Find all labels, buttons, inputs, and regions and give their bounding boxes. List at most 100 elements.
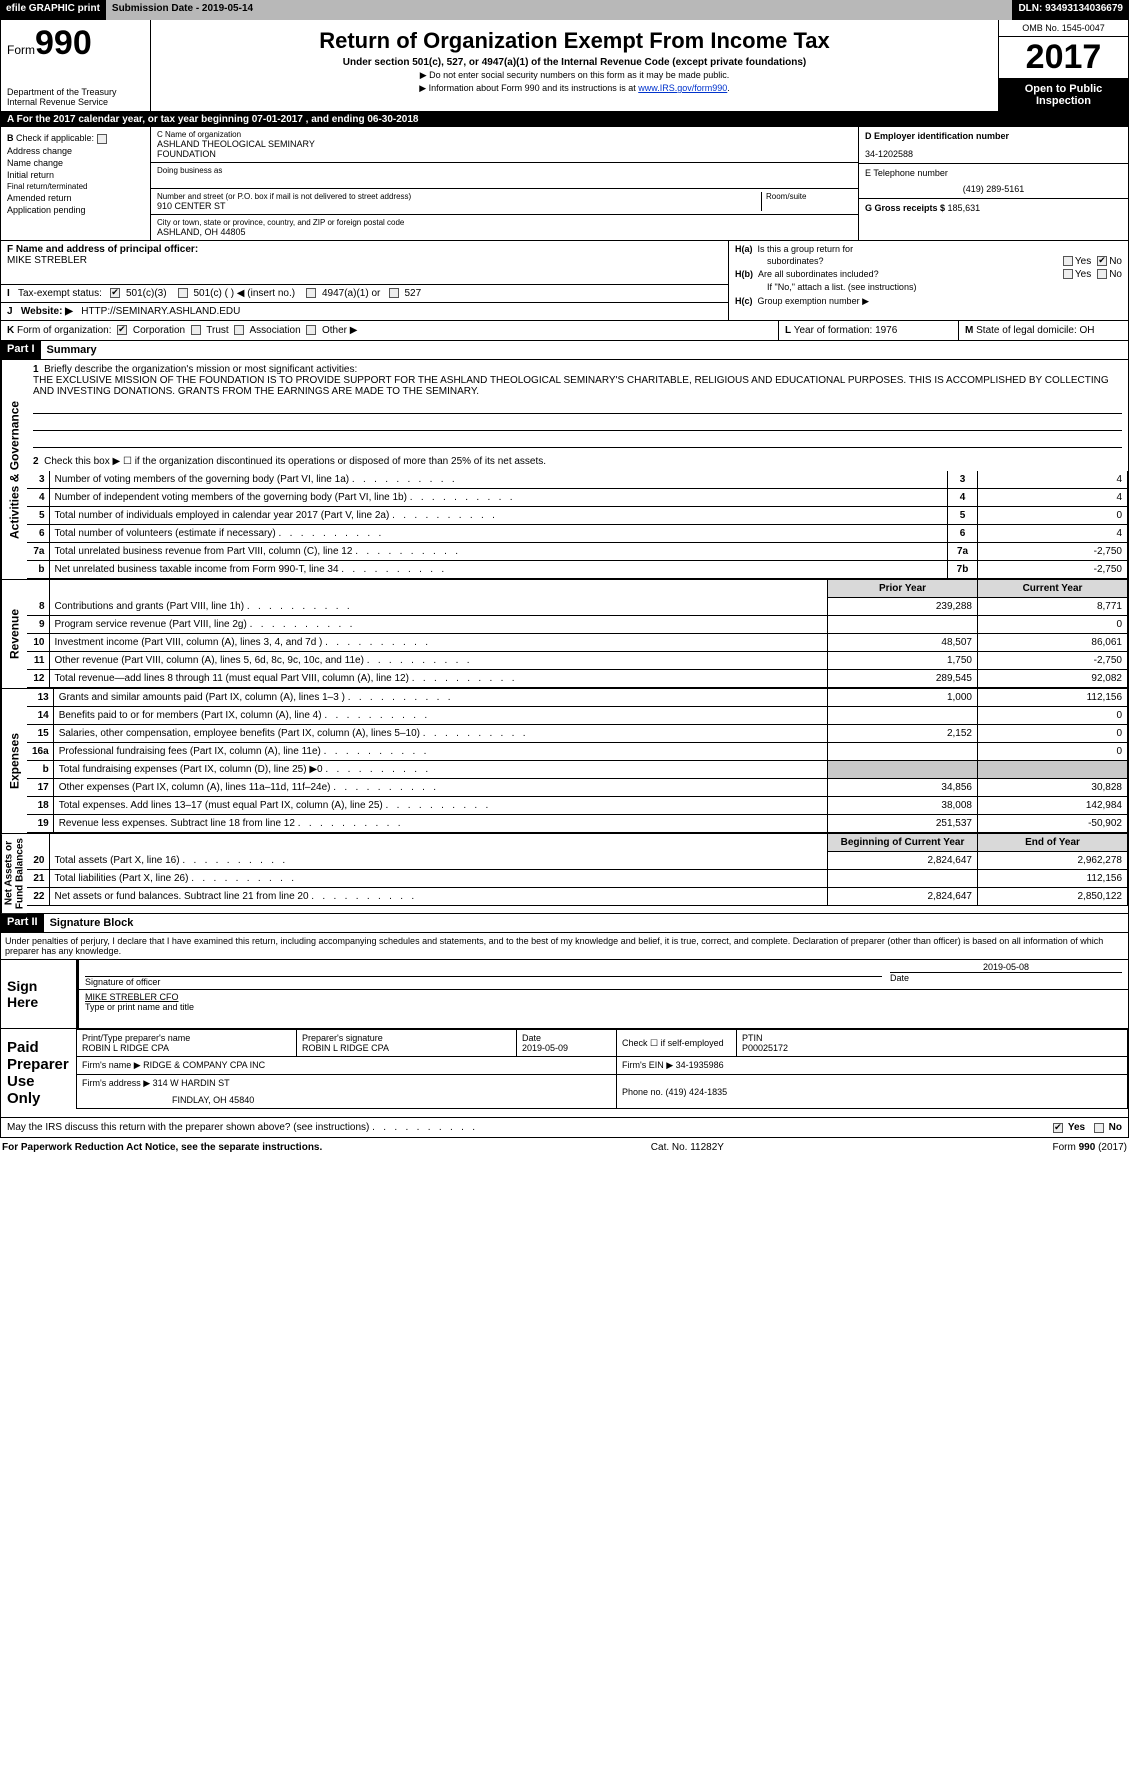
discuss-yes-checkbox[interactable] (1053, 1123, 1063, 1133)
tax-year: 2017 (999, 37, 1128, 79)
footer-left: For Paperwork Reduction Act Notice, see … (2, 1142, 322, 1153)
k-label: K (7, 325, 14, 336)
discuss-yes: Yes (1068, 1122, 1085, 1133)
table-row: 5Total number of individuals employed in… (27, 507, 1128, 525)
section-f: F Name and address of principal officer:… (1, 241, 728, 285)
paid-preparer-label: Paid Preparer Use Only (1, 1029, 76, 1117)
ha-yes-checkbox[interactable] (1063, 256, 1073, 266)
checkbox-501c3[interactable] (110, 288, 120, 298)
col-bc: B Check if applicable: Address change Na… (1, 127, 858, 240)
sig-date: 2019-05-08 (890, 962, 1122, 972)
street-label: Number and street (or P.O. box if mail i… (157, 192, 757, 201)
part1-title: Summary (41, 341, 103, 359)
section-revenue: Revenue Prior YearCurrent Year8Contribut… (0, 580, 1129, 689)
pt-sig-label: Preparer's signature (302, 1033, 511, 1043)
side-revenue: Revenue (1, 580, 27, 688)
checkbox-527[interactable] (389, 288, 399, 298)
table-row: 11Other revenue (Part VIII, column (A), … (27, 652, 1128, 670)
hb-no: No (1109, 269, 1122, 280)
ha-yes: Yes (1075, 256, 1091, 267)
checkbox-501c[interactable] (178, 288, 188, 298)
h-content: H(a) Is this a group return for subordin… (729, 241, 1128, 310)
hb-no-checkbox[interactable] (1097, 269, 1107, 279)
col-deg: D Employer identification number 34-1202… (858, 127, 1128, 240)
part2-title: Signature Block (44, 914, 140, 932)
k-corp-checkbox[interactable] (117, 325, 127, 335)
ha-yesno: YesNo (1057, 256, 1122, 267)
table-row: 8Contributions and grants (Part VIII, li… (27, 598, 1128, 616)
sign-here-label: Sign Here (1, 960, 76, 1028)
org-name-2: FOUNDATION (157, 149, 852, 159)
section-k: K Form of organization: Corporation Trus… (1, 321, 778, 340)
ha-no-checkbox[interactable] (1097, 256, 1107, 266)
checkbox-4947[interactable] (306, 288, 316, 298)
footer-mid: Cat. No. 11282Y (651, 1142, 724, 1153)
city-label: City or town, state or province, country… (157, 218, 852, 227)
type-name-label: Type or print name and title (85, 1002, 1122, 1012)
k-other: Other ▶ (322, 325, 357, 336)
section-i: I Tax-exempt status: 501(c)(3) 501(c) ( … (1, 285, 728, 303)
table-row: 15Salaries, other compensation, employee… (27, 725, 1128, 743)
prep-row3: Firm's address ▶ 314 W HARDIN ST FINDLAY… (77, 1075, 1128, 1109)
part2-header: Part II Signature Block (0, 914, 1129, 933)
irs-link[interactable]: www.IRS.gov/form990 (638, 83, 727, 93)
l1-label: Briefly describe the organization's miss… (44, 364, 357, 375)
b-name-change: Name change (7, 158, 144, 168)
street-value: 910 CENTER ST (157, 201, 757, 211)
checkbox-icon[interactable] (97, 134, 107, 144)
blank-line (33, 434, 1122, 448)
ag-content: 1 Briefly describe the organization's mi… (27, 360, 1128, 579)
table-row: 6Total number of volunteers (estimate if… (27, 525, 1128, 543)
blank-line (33, 400, 1122, 414)
section-g: G Gross receipts $ 185,631 (859, 199, 1128, 217)
sig-officer-label: Signature of officer (85, 976, 882, 987)
section-m: M State of legal domicile: OH (958, 321, 1128, 340)
row-fh: F Name and address of principal officer:… (1, 240, 1128, 320)
k-trust-checkbox[interactable] (191, 325, 201, 335)
sign-here-row: Sign Here Signature of officer 2019-05-0… (1, 960, 1128, 1028)
topbar-spacer (259, 0, 1012, 20)
dln-value: 93493134036679 (1045, 3, 1123, 14)
ha-text2: subordinates? (735, 256, 824, 267)
footer-right: Form 990 (2017) (1053, 1142, 1127, 1153)
k-text: Form of organization: (17, 325, 112, 336)
ein-value: 34-1202588 (865, 149, 1122, 159)
info-note: ▶ Information about Form 990 and its ins… (159, 83, 990, 94)
section-c: C Name of organization ASHLAND THEOLOGIC… (151, 127, 858, 240)
b-amended: Amended return (7, 193, 144, 203)
k-corp: Corporation (133, 325, 185, 336)
state-domicile: OH (1080, 325, 1095, 336)
l-label: L (785, 325, 791, 336)
signature-line: Signature of officer 2019-05-08 Date (79, 960, 1128, 990)
k-assoc-checkbox[interactable] (234, 325, 244, 335)
row-klm: K Form of organization: Corporation Trus… (1, 320, 1128, 340)
officer-name: MIKE STREBLER (7, 255, 722, 266)
hb-label: H(b) (735, 269, 753, 279)
info-note-pre: ▶ Information about Form 990 and its ins… (419, 83, 638, 93)
i-label: I (7, 288, 10, 299)
hb-yes-checkbox[interactable] (1063, 269, 1073, 279)
section-expenses: Expenses 13Grants and similar amounts pa… (0, 689, 1129, 834)
side-net-assets: Net Assets or Fund Balances (1, 834, 27, 913)
section-j: J Website: ▶ HTTP://SEMINARY.ASHLAND.EDU (1, 303, 728, 320)
section-h: H(a) Is this a group return for subordin… (728, 241, 1128, 320)
info-note-post: . (727, 83, 730, 93)
dln-label: DLN: (1018, 3, 1045, 14)
d-label: D Employer identification number (865, 131, 1009, 141)
b-app-pending: Application pending (7, 205, 144, 215)
tax-end: 06-30-2018 (367, 114, 418, 125)
sign-here-main: Signature of officer 2019-05-08 Date MIK… (76, 960, 1128, 1028)
prep-row2: Firm's name ▶ RIDGE & COMPANY CPA INC Fi… (77, 1057, 1128, 1075)
e-label: E Telephone number (865, 168, 1122, 178)
discuss-no-checkbox[interactable] (1094, 1123, 1104, 1133)
b-initial-return: Initial return (7, 170, 144, 180)
table-row: 12Total revenue—add lines 8 through 11 (… (27, 670, 1128, 688)
paid-preparer-row: Paid Preparer Use Only Print/Type prepar… (1, 1028, 1128, 1117)
k-other-checkbox[interactable] (306, 325, 316, 335)
table-header-row: Prior YearCurrent Year (27, 580, 1128, 598)
paid-preparer-main: Print/Type preparer's nameROBIN L RIDGE … (76, 1029, 1128, 1117)
table-row: 13Grants and similar amounts paid (Part … (27, 689, 1128, 707)
sig-date-label: Date (890, 972, 1122, 983)
dept-irs: Internal Revenue Service (7, 97, 144, 107)
pt-check: Check ☐ if self-employed (617, 1030, 737, 1057)
